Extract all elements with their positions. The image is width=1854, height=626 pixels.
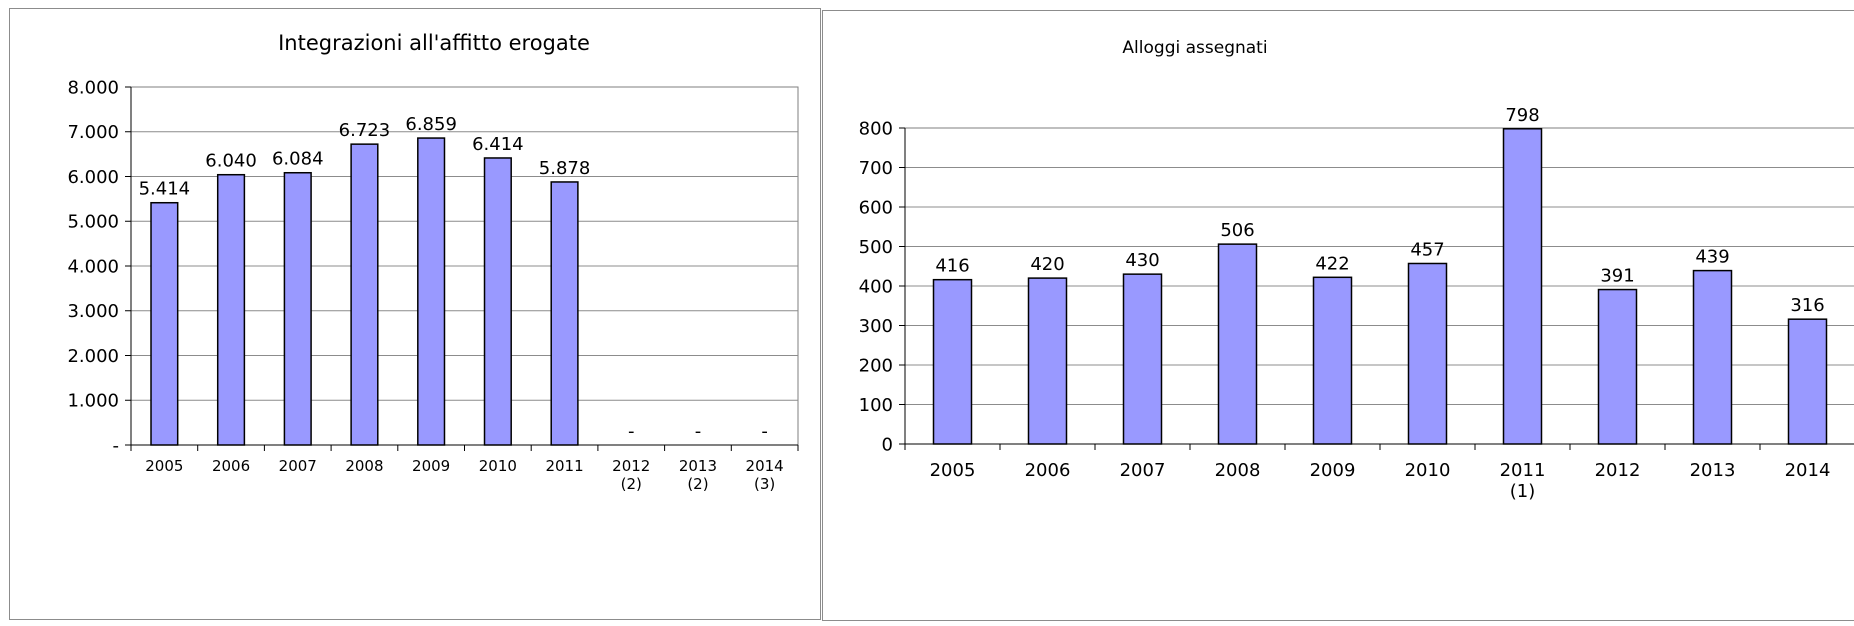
data-label: 6.859 (405, 114, 457, 135)
y-tick-label: 6.000 (67, 167, 119, 188)
data-label: 316 (1790, 295, 1824, 316)
x-tick-label: 2010 (1405, 460, 1451, 481)
bar (150, 201, 179, 446)
bar (1027, 277, 1068, 445)
x-tick-label: 2007 (1120, 460, 1166, 481)
x-tick-label: 2013 (1690, 460, 1736, 481)
data-label: 6.414 (472, 134, 524, 155)
data-label: 422 (1315, 253, 1349, 274)
bar (1217, 243, 1258, 445)
x-tick-label: 2013 (679, 457, 717, 475)
x-tick-label: 2014 (746, 457, 784, 475)
bar (417, 137, 446, 446)
x-tick-label: 2011 (545, 457, 583, 475)
bar (1407, 262, 1448, 445)
bar (350, 143, 379, 446)
x-tick-label: (2) (687, 475, 708, 493)
data-label: 430 (1125, 250, 1159, 271)
x-tick-label: (3) (754, 475, 775, 493)
data-label: 416 (935, 256, 969, 277)
bar (1312, 276, 1353, 445)
bar (216, 173, 246, 446)
y-tick-label: 0 (882, 434, 893, 455)
x-tick-label: 2009 (1310, 460, 1356, 481)
y-tick-label: 5.000 (67, 212, 119, 233)
chart-panel-alloggi: Alloggi assegnati 0 100 200 300 400 500 600 700… (822, 10, 1854, 621)
data-label: 6.084 (272, 149, 324, 170)
integrazioni-bar-chart: Integrazioni all'affitto erogate - 1.000 2… (67, 31, 799, 493)
chart-title: Integrazioni all'affitto erogate (278, 31, 590, 55)
y-tick-label: 7.000 (67, 122, 119, 143)
bar (483, 157, 512, 446)
bar (283, 171, 312, 446)
y-tick-label: 300 (859, 316, 893, 337)
data-label: - (695, 421, 702, 442)
x-tick-label: 2005 (930, 460, 976, 481)
chart-panel-integrazioni: Integrazioni all'affitto erogate - 1.000 2… (9, 8, 821, 620)
x-tick-label: 2008 (345, 457, 383, 475)
x-tick-label: 2012 (612, 457, 650, 475)
data-label: - (628, 421, 635, 442)
x-tick-label: 2011 (1500, 460, 1546, 481)
bar (1692, 269, 1733, 445)
x-tick-label: (1) (1510, 481, 1536, 502)
y-tick-label: 700 (859, 158, 893, 179)
x-tick-label: 2012 (1595, 460, 1641, 481)
chart-title: Alloggi assegnati (1122, 38, 1267, 58)
data-label: 6.723 (339, 120, 391, 141)
data-label: 798 (1505, 105, 1539, 126)
y-tick-label: 8.000 (67, 77, 119, 98)
y-tick-label: 600 (859, 197, 893, 218)
data-label: 457 (1410, 239, 1444, 260)
y-tick-label: 800 (859, 118, 893, 139)
x-tick-label: 2014 (1785, 460, 1831, 481)
data-label: 5.878 (539, 158, 591, 179)
data-label: 6.040 (205, 151, 257, 172)
data-label: 439 (1695, 247, 1729, 268)
x-tick-label: 2005 (145, 457, 183, 475)
x-tick-label: (2) (621, 475, 642, 493)
bar (932, 278, 973, 445)
y-tick-label: - (113, 435, 120, 456)
y-tick-label: 4.000 (67, 256, 119, 277)
bar (1122, 273, 1163, 445)
x-tick-label: 2009 (412, 457, 450, 475)
bar (550, 181, 579, 446)
x-tick-label: 2008 (1215, 460, 1261, 481)
x-tick-label: 2010 (479, 457, 517, 475)
alloggi-bar-chart: Alloggi assegnati 0 100 200 300 400 500 600 700… (859, 38, 1854, 502)
x-tick-label: 2006 (1025, 460, 1071, 481)
bar (1787, 318, 1828, 445)
y-tick-label: 3.000 (67, 301, 119, 322)
x-tick-label: 2007 (279, 457, 317, 475)
data-label: 391 (1600, 266, 1634, 287)
bar (1502, 128, 1543, 445)
y-tick-label: 400 (859, 276, 893, 297)
y-tick-label: 1.000 (67, 391, 119, 412)
y-tick-label: 100 (859, 395, 893, 416)
y-tick-label: 2.000 (67, 346, 119, 367)
data-label: 420 (1030, 254, 1064, 275)
bar (1597, 288, 1638, 445)
x-tick-label: 2006 (212, 457, 250, 475)
y-tick-label: 500 (859, 237, 893, 258)
data-label: - (761, 421, 768, 442)
y-tick-label: 200 (859, 355, 893, 376)
data-label: 506 (1220, 220, 1254, 241)
data-label: 5.414 (139, 179, 191, 200)
